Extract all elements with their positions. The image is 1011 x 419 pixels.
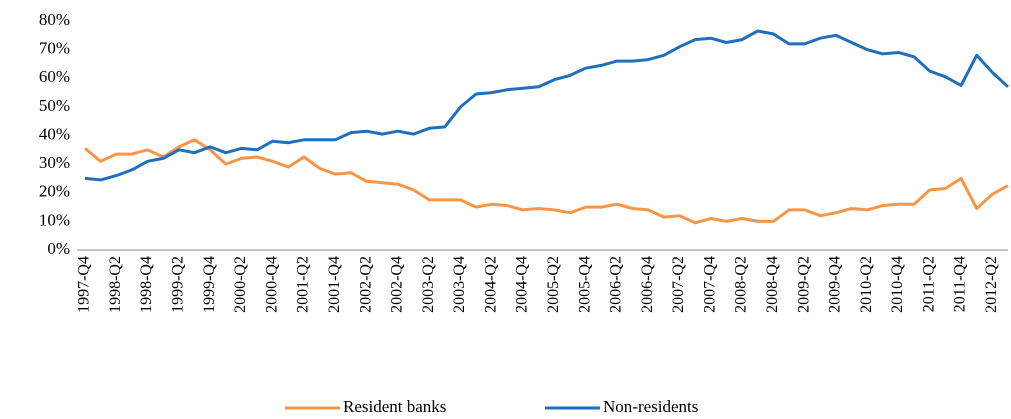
legend-label: Non-residents (603, 397, 698, 416)
y-tick-label: 50% (39, 96, 70, 115)
x-tick-label: 2008-Q4 (764, 256, 781, 313)
x-tick-label: 2002-Q4 (389, 256, 406, 313)
x-tick-label: 2009-Q4 (827, 256, 844, 313)
x-tick-label: 2002-Q2 (357, 256, 374, 313)
x-tick-label: 1999-Q4 (201, 256, 218, 313)
y-tick-label: 40% (39, 124, 70, 143)
y-tick-label: 70% (39, 39, 70, 58)
x-tick-label: 2009-Q2 (795, 256, 812, 313)
x-tick-label: 2007-Q2 (670, 256, 687, 313)
x-tick-label: 2010-Q4 (889, 256, 906, 313)
series-line (84, 29, 1010, 182)
x-tick-label: 2005-Q4 (576, 256, 593, 313)
x-tick-label: 2010-Q2 (858, 256, 875, 313)
x-tick-label: 1997-Q4 (76, 256, 93, 313)
x-tick-label: 2001-Q2 (295, 256, 312, 313)
x-tick-label: 2006-Q2 (608, 256, 625, 313)
x-tick-label: 2003-Q4 (451, 256, 468, 313)
x-tick-label: 2004-Q2 (482, 256, 499, 313)
series-line (84, 138, 1009, 225)
x-tick-label: 2001-Q4 (326, 256, 343, 313)
x-tick-label: 2005-Q2 (545, 256, 562, 313)
legend-label: Resident banks (343, 397, 446, 416)
x-tick-label: 2003-Q2 (420, 256, 437, 313)
x-tick-label: 2012-Q2 (983, 256, 1000, 313)
x-tick-label: 2006-Q4 (639, 256, 656, 313)
y-tick-label: 20% (39, 182, 70, 201)
y-tick-label: 0% (47, 239, 70, 258)
x-tick-label: 2000-Q2 (232, 256, 249, 313)
y-tick-label: 10% (39, 210, 70, 229)
y-tick-label: 80% (39, 10, 70, 29)
x-tick-label: 1998-Q2 (107, 256, 124, 313)
x-tick-label: 2007-Q4 (701, 256, 718, 313)
x-tick-label: 1998-Q4 (138, 256, 155, 313)
x-tick-label: 2011-Q2 (920, 256, 937, 312)
x-tick-label: 2008-Q2 (733, 256, 750, 313)
x-tick-label: 2004-Q4 (514, 256, 531, 313)
y-tick-label: 60% (39, 67, 70, 86)
x-tick-label: 1999-Q2 (170, 256, 187, 313)
y-tick-label: 30% (39, 153, 70, 172)
x-tick-label: 2000-Q4 (263, 256, 280, 313)
x-tick-label: 2011-Q4 (952, 256, 969, 312)
